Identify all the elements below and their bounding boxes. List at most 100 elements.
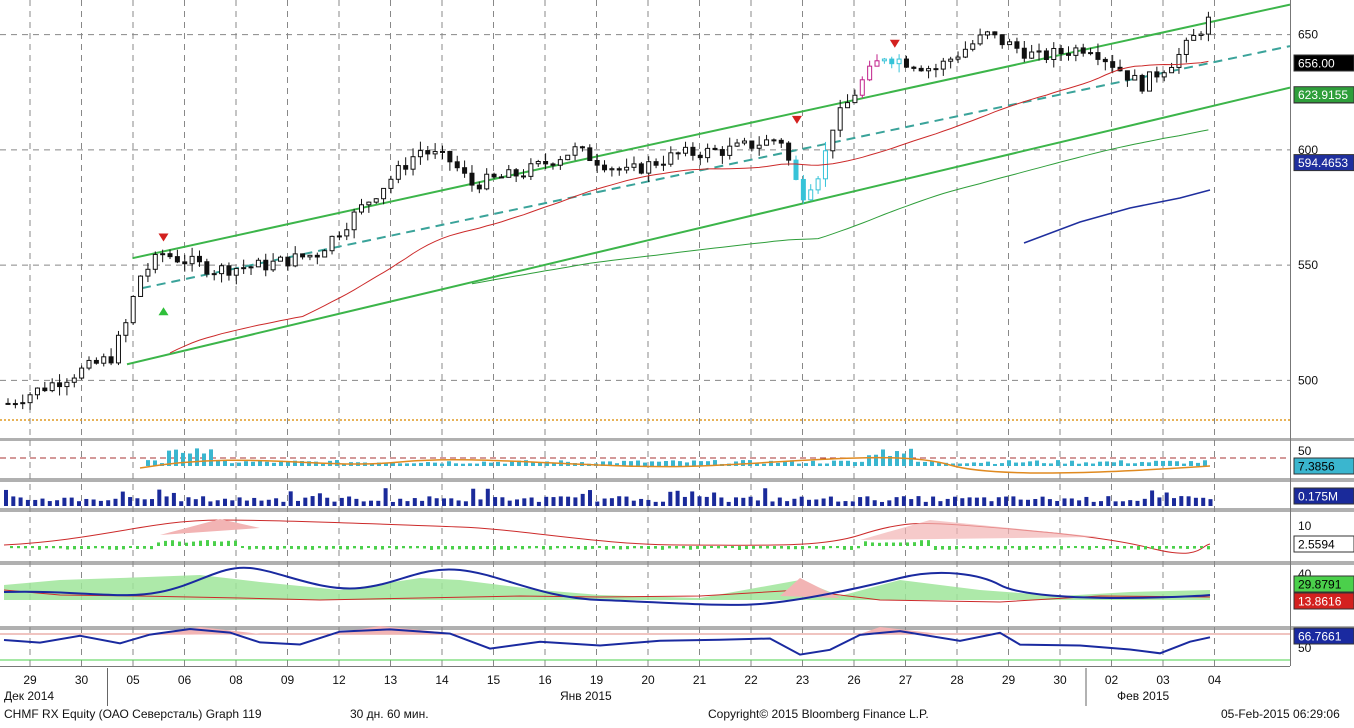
candle-body — [49, 382, 55, 392]
candle-body — [594, 160, 600, 166]
macd-hist — [1011, 546, 1014, 549]
volume-bar — [347, 496, 352, 506]
dmi-bar — [398, 463, 402, 466]
candle-body — [196, 255, 202, 263]
dmi-bar — [517, 460, 521, 466]
macd-hist — [598, 546, 601, 549]
volume-bar — [296, 500, 300, 506]
volume-bar — [661, 501, 665, 506]
dmi-bar — [993, 463, 997, 466]
candle-body — [42, 387, 48, 392]
month-label-jan: Янв 2015 — [560, 689, 612, 703]
x-tick-label-3: 06 — [178, 673, 192, 687]
candle-body — [285, 256, 291, 267]
dmi-bar — [1133, 463, 1137, 466]
dmi-bar — [1070, 460, 1074, 466]
candle-body — [1132, 74, 1138, 81]
volume-bar — [98, 500, 103, 506]
volume-bar — [1099, 501, 1103, 506]
candle-body — [719, 149, 725, 156]
macd-hist — [17, 546, 20, 549]
volume-bar — [821, 498, 826, 506]
volume-bar — [361, 501, 366, 506]
dmi-bar — [1189, 461, 1193, 466]
volume-bar — [515, 499, 519, 506]
volume-bar — [1186, 496, 1191, 506]
candle-body — [837, 107, 843, 131]
macd-hist — [934, 546, 937, 550]
dmi-bar — [825, 463, 829, 466]
volume-bar — [77, 501, 81, 506]
candle-body — [351, 211, 357, 231]
macd-hist — [836, 546, 839, 549]
macd-hist — [129, 546, 132, 549]
volume-bar — [938, 501, 943, 506]
macd-hist — [584, 546, 587, 550]
candle-body — [572, 146, 578, 156]
volume-bar — [799, 496, 804, 506]
macd-hist — [696, 546, 699, 549]
volume-bar — [697, 496, 702, 506]
candle-body — [1029, 51, 1035, 59]
volume-bar — [25, 499, 30, 506]
dmi-bar — [482, 461, 486, 466]
volume-bar — [339, 497, 344, 506]
candle-body — [764, 139, 770, 146]
dmi-bar — [1119, 460, 1123, 466]
dmi-bar — [1203, 460, 1207, 466]
dmi-bar — [839, 460, 843, 466]
volume-bar — [33, 499, 38, 506]
candle-body — [933, 68, 939, 71]
dmi-bar — [510, 461, 514, 466]
macd-hist — [535, 546, 538, 549]
candle-body — [918, 67, 924, 72]
volume-bar — [529, 497, 534, 506]
candle-body — [874, 60, 880, 67]
macd-hist — [339, 546, 342, 550]
dmi-bar — [1168, 460, 1172, 466]
dmi-badge-bg — [1293, 457, 1354, 475]
volume-bar — [828, 496, 833, 506]
macd-hist — [514, 546, 517, 549]
volume-bar — [544, 496, 549, 506]
macd-hist — [1053, 546, 1056, 549]
volume-bar — [807, 499, 811, 506]
dmi-bar — [923, 461, 927, 466]
dmi-bar — [1182, 463, 1186, 466]
panel-separator-3 — [0, 561, 1354, 565]
candle-body — [358, 204, 364, 213]
adx-red-line — [3, 589, 1211, 603]
volume-bar — [1018, 499, 1023, 506]
candle-body — [660, 163, 666, 166]
macd-hist — [661, 546, 664, 550]
dmi-bar — [636, 460, 640, 466]
dmi-bar — [979, 462, 983, 466]
candle-body — [204, 261, 210, 275]
candle-body — [631, 163, 637, 168]
dmi-bar — [937, 462, 941, 466]
candle-body — [1007, 41, 1013, 46]
volume-bar — [442, 498, 446, 506]
macd-fill-1 — [160, 519, 260, 535]
candle-body — [86, 359, 92, 369]
candle-body — [1198, 33, 1204, 36]
candle-body — [749, 140, 755, 149]
ma-green — [471, 129, 1209, 285]
macd-hist — [94, 546, 97, 549]
macd-hist — [185, 542, 188, 546]
macd-hist — [689, 546, 692, 550]
dmi-bar — [405, 463, 409, 466]
candle-body — [1043, 50, 1049, 61]
candle-body — [977, 34, 983, 45]
candle-body — [565, 154, 571, 161]
candle-body — [859, 79, 865, 96]
macd-hist — [997, 546, 1000, 550]
candle-body — [911, 66, 917, 69]
candle-body — [5, 402, 11, 405]
candle-body — [300, 253, 306, 258]
badge-layer: 656.00641.105623.9155594.46537.38560.175… — [1293, 54, 1354, 645]
volume-bar — [836, 501, 841, 506]
volume-bar — [748, 496, 753, 506]
x-tick-label-6: 12 — [332, 673, 346, 687]
volume-bar — [1026, 499, 1030, 506]
